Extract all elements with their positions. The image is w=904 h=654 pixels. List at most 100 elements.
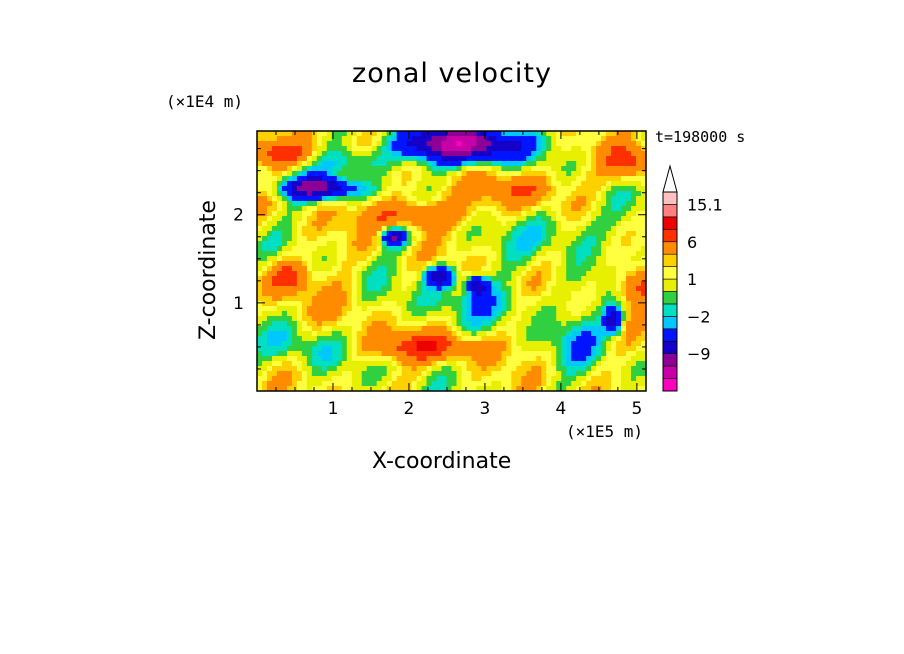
heatmap-cell	[636, 331, 642, 337]
heatmap-cell	[581, 131, 587, 137]
heatmap-cell	[491, 356, 497, 362]
heatmap-cell	[346, 371, 353, 377]
heatmap-cell	[411, 366, 418, 372]
heatmap-cell	[481, 346, 487, 352]
heatmap-cell	[596, 296, 602, 302]
heatmap-cell	[566, 366, 572, 372]
heatmap-cell	[456, 136, 462, 142]
heatmap-cell	[466, 351, 472, 357]
heatmap-cell	[361, 251, 368, 257]
heatmap-cell	[561, 261, 567, 267]
heatmap-cell	[356, 321, 363, 327]
heatmap-cell	[416, 276, 423, 282]
colorbar-swatch	[662, 365, 678, 379]
heatmap-cell	[486, 241, 492, 247]
heatmap-cell	[446, 206, 452, 212]
heatmap-cell	[361, 191, 368, 197]
heatmap-cell	[596, 341, 602, 347]
heatmap-cell	[257, 341, 263, 347]
heatmap-cell	[491, 156, 497, 162]
heatmap-cell	[326, 386, 333, 392]
heatmap-cell	[326, 311, 333, 317]
heatmap-cell	[501, 221, 507, 227]
heatmap-cell	[536, 271, 542, 277]
heatmap-cell	[321, 311, 328, 317]
heatmap-cell	[521, 286, 527, 292]
heatmap-cell	[341, 156, 348, 162]
heatmap-cell	[516, 201, 522, 207]
heatmap-cell	[616, 316, 622, 322]
heatmap-cell	[321, 291, 328, 297]
heatmap-cell	[431, 201, 438, 207]
heatmap-cell	[621, 291, 627, 297]
heatmap-cell	[341, 346, 348, 352]
heatmap-cell	[341, 251, 348, 257]
heatmap-cell	[516, 321, 522, 327]
heatmap-cell	[276, 336, 283, 342]
heatmap-cell	[536, 276, 542, 282]
heatmap-cell	[316, 161, 323, 167]
heatmap-cell	[631, 266, 637, 272]
heatmap-cell	[401, 166, 408, 172]
heatmap-cell	[471, 216, 477, 222]
heatmap-cell	[441, 171, 448, 177]
heatmap-cell	[426, 131, 433, 137]
heatmap-cell	[641, 226, 647, 232]
heatmap-cell	[446, 146, 452, 152]
heatmap-cell	[436, 381, 443, 387]
heatmap-cell	[311, 191, 318, 197]
heatmap-cell	[621, 271, 627, 277]
heatmap-cell	[351, 366, 358, 372]
heatmap-cell	[266, 371, 273, 377]
heatmap-cell	[626, 316, 632, 322]
heatmap-cell	[257, 276, 263, 282]
heatmap-cell	[581, 351, 587, 357]
heatmap-cell	[586, 331, 592, 337]
heatmap-cell	[416, 131, 423, 137]
heatmap-cell	[366, 131, 373, 137]
heatmap-cell	[606, 261, 612, 267]
heatmap-cell	[516, 381, 522, 387]
heatmap-cell	[381, 376, 388, 382]
heatmap-cell	[356, 131, 363, 137]
heatmap-cell	[386, 296, 393, 302]
heatmap-cell	[371, 156, 378, 162]
heatmap-cell	[496, 251, 502, 257]
heatmap-cell	[281, 181, 288, 187]
heatmap-cell	[326, 151, 333, 157]
heatmap-cell	[341, 321, 348, 327]
heatmap-cell	[491, 286, 497, 292]
heatmap-cell	[621, 191, 627, 197]
heatmap-cell	[336, 221, 343, 227]
heatmap-cell	[356, 146, 363, 152]
heatmap-cell	[536, 191, 542, 197]
heatmap-cell	[521, 321, 527, 327]
heatmap-cell	[361, 166, 368, 172]
heatmap-cell	[486, 211, 492, 217]
heatmap-cell	[556, 316, 562, 322]
heatmap-cell	[571, 271, 577, 277]
heatmap-cell	[446, 166, 452, 172]
heatmap-cell	[436, 321, 443, 327]
heatmap-cell	[301, 131, 308, 137]
heatmap-cell	[581, 251, 587, 257]
heatmap-cell	[406, 281, 413, 287]
heatmap-cell	[271, 256, 278, 262]
heatmap-cell	[531, 226, 537, 232]
heatmap-cell	[286, 241, 293, 247]
heatmap-cell	[406, 146, 413, 152]
heatmap-cell	[541, 176, 547, 182]
heatmap-cell	[321, 326, 328, 332]
heatmap-cell	[441, 176, 448, 182]
heatmap-cell	[466, 141, 472, 147]
heatmap-cell	[601, 221, 607, 227]
heatmap-cell	[551, 146, 557, 152]
heatmap-cell	[616, 381, 622, 387]
heatmap-cell	[361, 181, 368, 187]
heatmap-cell	[601, 306, 607, 312]
heatmap-cell	[371, 331, 378, 337]
heatmap-cell	[261, 131, 268, 137]
heatmap-cell	[636, 246, 642, 252]
heatmap-cell	[461, 341, 467, 347]
heatmap-cell	[501, 341, 507, 347]
